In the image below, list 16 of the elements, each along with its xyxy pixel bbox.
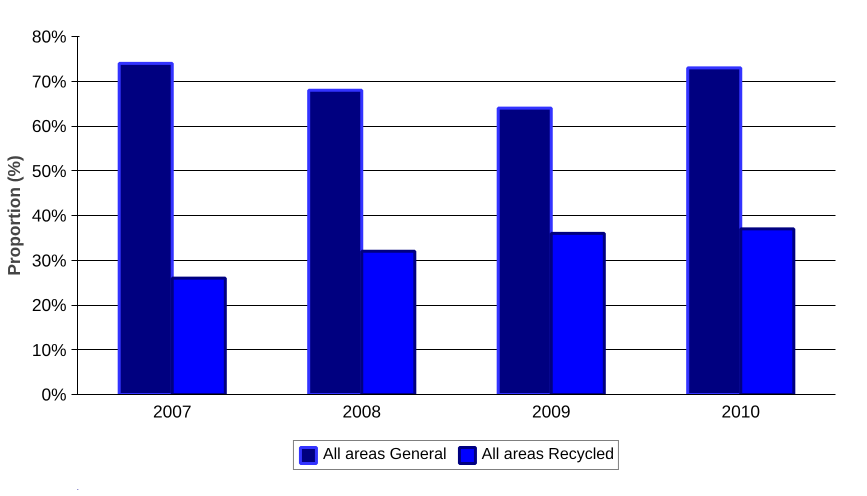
y-tick-label: 0% bbox=[41, 384, 66, 404]
y-tick-label: 50% bbox=[32, 160, 67, 181]
y-tick-label: 70% bbox=[32, 71, 67, 92]
y-axis-title: Proportion (%) bbox=[4, 155, 24, 276]
legend-label: All areas General bbox=[322, 446, 447, 464]
x-tick-label: 2010 bbox=[721, 402, 760, 422]
x-tick-label: 2007 bbox=[152, 402, 192, 422]
legend-label: All areas Recycled bbox=[482, 446, 614, 464]
y-tick-label: 10% bbox=[32, 340, 67, 360]
x-tick-label: 2009 bbox=[532, 402, 571, 422]
x-tick-label: 2008 bbox=[342, 402, 382, 422]
y-tick-label: 40% bbox=[32, 206, 67, 226]
y-tick-label: 80% bbox=[32, 26, 67, 46]
y-tick-label: 60% bbox=[32, 116, 67, 136]
y-tick-label: 20% bbox=[32, 295, 67, 315]
y-tick-label: 30% bbox=[32, 250, 67, 270]
